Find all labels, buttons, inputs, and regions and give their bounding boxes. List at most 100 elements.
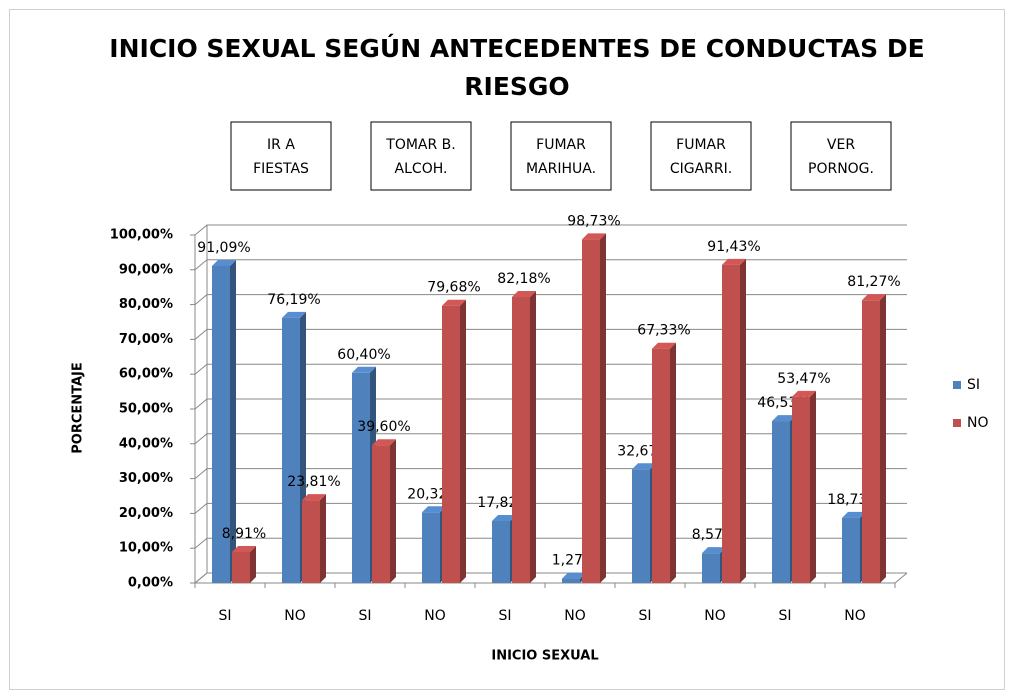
y-tick-label: 50,00% — [119, 402, 173, 417]
value-label: 39,60% — [357, 419, 410, 435]
y-tick-label: 60,00% — [119, 367, 173, 382]
group-label: CIGARRI. — [670, 161, 732, 177]
bar — [632, 469, 650, 583]
x-axis-title: INICIO SEXUAL — [491, 649, 598, 664]
group-label: FUMAR — [536, 137, 586, 153]
bar-top — [302, 494, 326, 501]
value-label: 53,47% — [777, 371, 830, 387]
bar-top — [422, 506, 446, 513]
bar-top — [632, 463, 656, 470]
bar — [652, 348, 670, 583]
bar-top — [562, 572, 586, 579]
bar — [282, 317, 300, 583]
bar-top — [772, 415, 796, 422]
value-label: 67,33% — [637, 323, 690, 339]
bar — [772, 421, 790, 583]
value-label: 91,43% — [707, 239, 760, 255]
y-tick-label: 10,00% — [119, 541, 173, 556]
group-box — [370, 121, 472, 191]
bar — [722, 264, 740, 583]
y-tick-label: 30,00% — [119, 471, 173, 486]
bar — [302, 500, 320, 583]
bar-side — [320, 494, 326, 583]
bar — [422, 512, 440, 583]
group-box — [230, 121, 332, 191]
grid-line — [194, 224, 907, 236]
x-tick-label: NO — [424, 608, 446, 624]
x-tick-label: SI — [358, 608, 371, 624]
bar — [582, 239, 600, 583]
bar-top — [372, 439, 396, 446]
value-label: 76,19% — [267, 292, 320, 308]
x-tick-label: SI — [498, 608, 511, 624]
bar-side — [460, 299, 466, 583]
value-label: 82,18% — [497, 271, 550, 287]
chart-title: INICIO SEXUAL SEGÚN ANTECEDENTES DE COND… — [109, 33, 924, 63]
bar — [512, 297, 530, 583]
bar — [492, 520, 510, 583]
value-label: 81,27% — [847, 274, 900, 290]
y-tick-label: 40,00% — [119, 436, 173, 451]
legend-label: SI — [967, 377, 980, 393]
y-tick-label: 20,00% — [119, 506, 173, 521]
group-box — [510, 121, 612, 191]
value-label: 8,91% — [222, 526, 266, 542]
group-box — [650, 121, 752, 191]
group-label: MARIHUA. — [526, 161, 596, 177]
value-label: 79,68% — [427, 280, 480, 296]
bar — [442, 305, 460, 583]
grid-line — [194, 328, 907, 340]
bar-side — [740, 258, 746, 583]
bar-top — [352, 366, 376, 373]
legend-label: NO — [967, 415, 989, 431]
legend-swatch — [953, 381, 961, 389]
bar-side — [880, 294, 886, 583]
bar-top — [442, 299, 466, 306]
bar-top — [652, 342, 676, 349]
bar-side — [530, 291, 536, 583]
x-tick-label: NO — [704, 608, 726, 624]
bar-top — [702, 547, 726, 554]
bar — [372, 445, 390, 583]
bar-side — [670, 342, 676, 583]
y-tick-label: 70,00% — [119, 332, 173, 347]
x-tick-label: SI — [638, 608, 651, 624]
x-tick-label: SI — [778, 608, 791, 624]
group-label: VER — [827, 137, 855, 153]
bar-top — [212, 260, 236, 267]
value-label: 98,73% — [567, 213, 620, 229]
x-tick-label: SI — [218, 608, 231, 624]
group-label: PORNOG. — [808, 161, 874, 177]
bar-top — [792, 390, 816, 397]
y-tick-label: 80,00% — [119, 297, 173, 312]
x-tick-label: NO — [284, 608, 306, 624]
bar — [352, 372, 370, 583]
legend-swatch — [953, 419, 961, 427]
bar — [702, 553, 720, 583]
bar-top — [492, 514, 516, 521]
bar-top — [232, 545, 256, 552]
x-tick-label: NO — [844, 608, 866, 624]
group-label: ALCOH. — [395, 161, 448, 177]
bar — [842, 517, 860, 583]
y-tick-label: 0,00% — [128, 576, 173, 591]
grid-line — [194, 294, 907, 305]
bar — [212, 266, 230, 583]
bar-top — [582, 233, 606, 240]
bar-side — [230, 260, 236, 583]
group-label: FUMAR — [676, 137, 726, 153]
value-label: 60,40% — [337, 347, 390, 363]
bar — [562, 578, 580, 583]
y-tick-label: 100,00% — [110, 228, 173, 243]
bar-side — [250, 545, 256, 583]
value-label: 23,81% — [287, 474, 340, 490]
group-box — [790, 121, 892, 191]
grid-line — [194, 259, 907, 271]
bar-top — [282, 311, 306, 318]
bar-side — [810, 390, 816, 583]
bar — [862, 300, 880, 583]
chart-title: RIESGO — [464, 72, 569, 101]
value-label: 91,09% — [197, 240, 250, 256]
bar-top — [842, 511, 866, 518]
bar-top — [862, 294, 886, 301]
